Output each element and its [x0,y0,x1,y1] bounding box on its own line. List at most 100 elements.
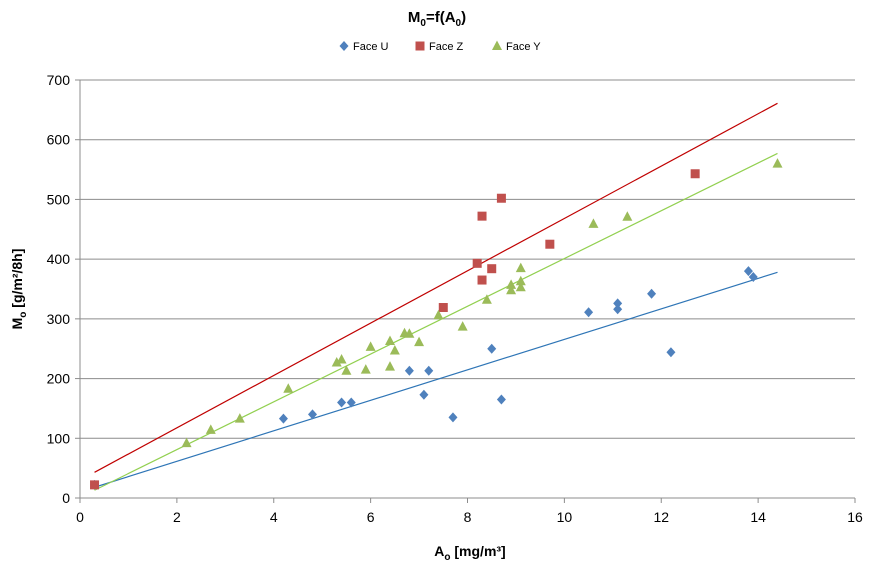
point-face-u-8 [448,412,458,423]
axes [75,79,856,503]
point-face-y-24 [622,211,633,221]
point-face-y-10 [385,361,395,371]
x-tick-label-6: 6 [367,509,375,525]
legend-item-face-z: Face Z [415,41,464,53]
y-label-base: M [9,318,25,330]
legend-marker-face-u [339,41,349,51]
y-tick-label-500: 500 [47,191,71,207]
x-tick-label-14: 14 [750,509,766,525]
legend-item-face-y: Face Y [492,40,541,53]
trendline-face-u [94,271,778,488]
point-face-u-6 [419,389,429,400]
x-tick-label-4: 4 [270,509,278,525]
point-face-y-20 [515,281,526,292]
data-points [90,158,783,490]
point-face-y-5 [336,353,347,364]
title-mid: =f(A [426,9,456,26]
point-face-y-17 [481,294,492,304]
point-face-u-14 [647,288,657,299]
point-face-y-19 [506,279,517,289]
point-face-u-5 [404,365,414,376]
legend-label-face-z: Face Z [429,41,464,53]
point-face-z-1 [438,303,448,313]
point-face-u-17 [748,272,758,283]
y-tick-label-200: 200 [47,371,71,387]
point-face-y-14 [414,336,425,347]
point-face-u-9 [487,343,497,354]
x-tick-label-10: 10 [557,509,573,525]
point-face-u-15 [666,347,676,358]
x-tick-label-12: 12 [653,509,669,525]
point-face-u-3 [337,397,347,408]
point-face-y-7 [360,364,371,374]
point-face-y-21 [515,275,526,286]
title-sub2: 0 [456,18,462,29]
point-face-z-4 [477,211,487,221]
y-tick-label-300: 300 [47,311,71,327]
legend-label-face-y: Face Y [506,41,541,53]
point-face-y-15 [433,309,444,320]
point-face-u-11 [584,307,594,318]
legend-marker-face-z [415,41,425,51]
point-face-u-7 [424,365,434,376]
legend-item-face-u: Face U [339,41,389,53]
point-face-y-11 [389,345,400,355]
point-face-y-13 [404,328,415,338]
chart-title: M0=f(A0) [408,9,466,29]
point-face-u-13 [613,298,623,309]
trendline-face-y [94,152,778,491]
x-axis-label: Ao [mg/m³] [434,543,505,563]
y-tick-labels: 0 100 200 300 400 500 600 700 [47,72,71,506]
point-face-y-1 [205,424,216,434]
point-face-y-6 [341,365,352,375]
title-end: ) [461,9,466,26]
point-face-u-16 [743,266,753,277]
point-face-y-18 [506,284,517,295]
point-face-u-12 [613,304,623,315]
x-tick-label-0: 0 [76,509,84,525]
point-face-y-16 [457,321,468,331]
x-tick-label-16: 16 [847,509,863,525]
point-face-z-5 [487,264,497,274]
point-face-y-2 [234,413,245,423]
x-label-rest: [mg/m³] [451,543,506,559]
y-tick-label-100: 100 [47,430,71,446]
point-face-z-2 [472,258,482,268]
point-face-y-22 [515,262,526,273]
y-tick-label-400: 400 [47,251,71,267]
point-face-u-1 [278,413,288,424]
point-face-y-25 [772,158,783,168]
point-face-z-6 [496,193,506,203]
x-tick-label-2: 2 [173,509,181,525]
y-tick-label-0: 0 [62,490,70,506]
trendlines [94,102,778,491]
title-sub1: 0 [420,18,426,29]
x-tick-label-8: 8 [464,509,472,525]
y-label-sub: o [18,312,29,318]
gridlines [80,79,855,439]
point-face-z-3 [477,275,487,285]
point-face-z-8 [690,169,700,179]
y-label-rest: [g/m²/8h] [9,249,25,312]
point-face-z-0 [90,480,100,490]
x-label-sub: o [444,552,450,563]
point-face-y-3 [283,383,294,393]
legend-marker-face-y [492,40,502,50]
point-face-u-4 [346,397,356,408]
trendline-face-z [94,102,778,473]
y-tick-label-600: 600 [47,132,71,148]
legend-label-face-u: Face U [353,41,389,53]
x-tick-labels: 0 2 4 6 8 10 12 14 16 [76,509,863,525]
point-face-y-0 [181,437,192,448]
legend: Face U Face Z Face Y [339,40,541,53]
point-face-y-8 [365,341,376,351]
point-face-y-4 [331,356,342,367]
point-face-u-2 [308,409,317,420]
point-face-z-7 [545,239,555,249]
point-face-u-10 [496,394,506,405]
x-label-base: A [434,543,444,559]
point-face-y-9 [385,335,395,345]
y-tick-label-700: 700 [47,72,71,88]
